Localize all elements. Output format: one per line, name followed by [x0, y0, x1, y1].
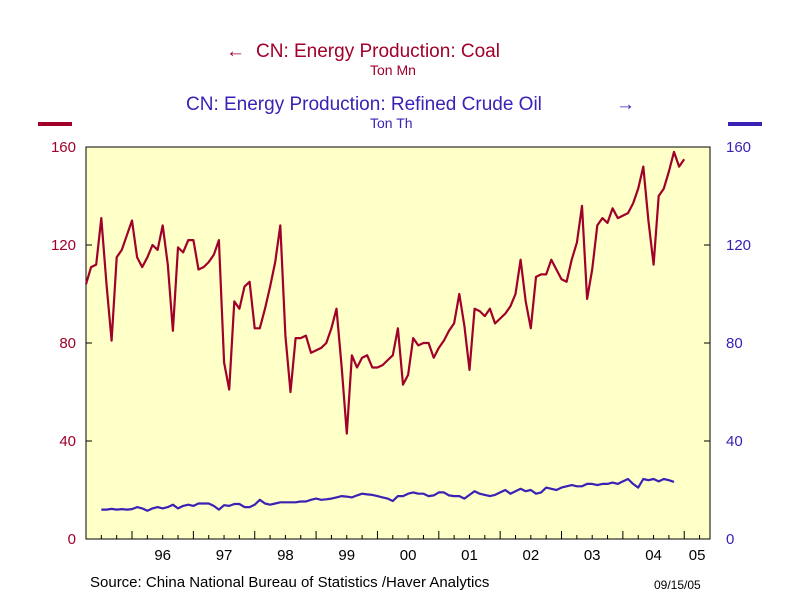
- x-tick-label: 02: [522, 547, 539, 564]
- y-left-tick-label: 160: [51, 139, 76, 156]
- oil-unit-label: Ton Th: [370, 115, 413, 131]
- coal-series-title: CN: Energy Production: Coal: [256, 41, 500, 62]
- y-left-tick-label: 120: [51, 237, 76, 254]
- coal-unit-label: Ton Mn: [370, 62, 416, 78]
- y-right-tick-label: 80: [726, 335, 743, 352]
- coal-arrow-icon: ←: [226, 41, 245, 62]
- y-right-tick-label: 40: [726, 433, 743, 450]
- x-tick-label: 99: [338, 547, 355, 564]
- y-right-tick-label: 160: [726, 139, 751, 156]
- y-right-tick-label: 120: [726, 237, 751, 254]
- coal-series-line: [84, 150, 686, 435]
- x-tick-label: 00: [400, 547, 417, 564]
- y-left-tick-label: 80: [59, 335, 76, 352]
- x-tick-label: 04: [645, 547, 662, 564]
- date-stamp: 09/15/05: [654, 578, 701, 592]
- oil-arrow-icon: →: [616, 94, 635, 115]
- x-tick-label: 01: [461, 547, 478, 564]
- x-tick-label: 05: [689, 547, 706, 564]
- x-tick-label: 97: [216, 547, 233, 564]
- oil-series-line: [101, 477, 675, 512]
- plot-area: [85, 146, 711, 540]
- source-note: Source: China National Bureau of Statist…: [90, 574, 489, 591]
- x-tick-label: 03: [584, 547, 601, 564]
- x-tick-label: 98: [277, 547, 294, 564]
- x-tick-label: 96: [154, 547, 171, 564]
- y-left-tick-label: 40: [59, 433, 76, 450]
- y-right-tick-label: 0: [726, 531, 734, 548]
- oil-series-title: CN: Energy Production: Refined Crude Oil: [186, 94, 542, 115]
- y-left-tick-label: 0: [68, 531, 76, 548]
